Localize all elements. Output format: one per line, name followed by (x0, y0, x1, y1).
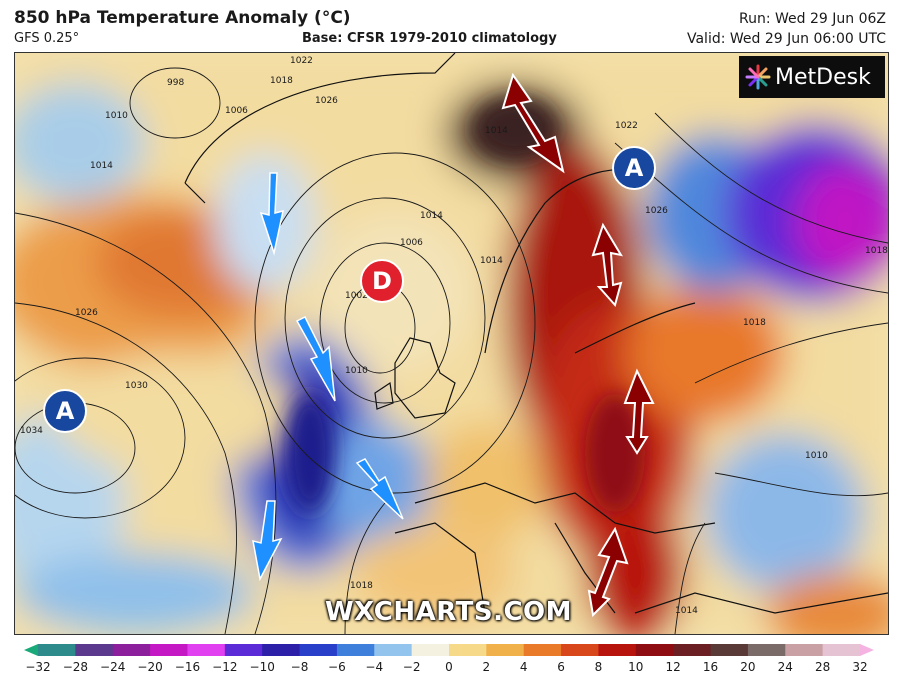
scale-tick-label: 0 (445, 660, 453, 674)
scale-swatch (187, 644, 226, 656)
cold-arrows (252, 172, 404, 582)
scale-swatch (449, 644, 487, 656)
scale-swatch (262, 644, 301, 656)
isobar-label: 1026 (645, 206, 668, 216)
isobar-label: 1018 (270, 76, 293, 86)
isobar-label: 1014 (675, 606, 698, 616)
low-pressure-marker: D (360, 259, 404, 303)
scale-tick-label: 6 (557, 660, 565, 674)
cold-arrow-icon (259, 172, 284, 256)
scale-swatch (747, 644, 786, 656)
warm-arrow-icon (591, 222, 624, 308)
scale-end-high (860, 644, 874, 656)
cold-arrow-icon (252, 500, 283, 582)
scale-swatch (785, 644, 824, 656)
warm-arrow-icon (587, 526, 629, 618)
isobar-label: 1018 (350, 581, 373, 591)
isobar-label: 1010 (345, 366, 368, 376)
isobar-label: 1022 (290, 56, 313, 66)
scale-swatch (336, 644, 375, 656)
scale-tick-label: 20 (740, 660, 756, 674)
scale-swatch (374, 644, 413, 656)
scale-swatch (411, 644, 450, 656)
watermark: WXCHARTS.COM (325, 597, 573, 627)
isobar-label: 1014 (480, 256, 503, 266)
scale-swatch (75, 644, 114, 656)
scale-tick-label: −12 (212, 660, 238, 674)
scale-swatch (598, 644, 637, 656)
run-time-label: Run: Wed 29 Jun 06Z (739, 11, 886, 27)
temperature-anomaly-map[interactable]: 998 1006 1018 1022 1026 1010 1014 1026 1… (14, 52, 889, 635)
warm-arrows (501, 72, 655, 618)
cold-arrow-icon (355, 458, 404, 520)
isobar-label: 1006 (400, 238, 423, 248)
isobar-label: 1010 (805, 451, 828, 461)
scale-tick-label: 12 (665, 660, 681, 674)
scale-tick-label: 10 (628, 660, 644, 674)
scale-tick-label: −6 (328, 660, 346, 674)
isobar-label: 1018 (743, 318, 766, 328)
isobar-label: 1022 (615, 121, 638, 131)
scale-swatch (635, 644, 674, 656)
scale-tick-label: −10 (249, 660, 275, 674)
isobar-label: 1018 (865, 246, 888, 256)
isobar-label: 1010 (105, 111, 128, 121)
scale-end-low (24, 644, 38, 656)
metdesk-logo: MetDesk (739, 56, 885, 98)
scale-swatch (486, 644, 525, 656)
scale-swatch (224, 644, 263, 656)
scale-swatch (38, 644, 76, 656)
scale-tick-label: 16 (702, 660, 719, 674)
scale-tick-label: −24 (100, 660, 126, 674)
scale-swatch (673, 644, 712, 656)
scale-tick-label: 32 (852, 660, 868, 674)
logo-text: MetDesk (775, 64, 871, 90)
high-pressure-marker: A (43, 389, 87, 433)
map-canvas: 998 1006 1018 1022 1026 1010 1014 1026 1… (15, 53, 888, 634)
isobar-label: 1014 (90, 161, 113, 171)
scale-tick-label: −32 (25, 660, 51, 674)
isobar-labels: 998 1006 1018 1022 1026 1010 1014 1026 1… (20, 56, 888, 616)
coastlines (184, 53, 888, 614)
isobar-label: 1030 (125, 381, 148, 391)
isobar-label: 1014 (420, 211, 443, 221)
scale-tick-label: 2 (482, 660, 491, 674)
scale-tick-label: 24 (777, 660, 793, 674)
scale-tick-label: 4 (519, 660, 528, 674)
scale-tick-label: −28 (62, 660, 89, 674)
isobar-label: 1014 (485, 126, 508, 136)
metdesk-burst-icon (745, 64, 771, 90)
climatology-base-label: Base: CFSR 1979-2010 climatology (302, 31, 557, 46)
isobar-label: 1026 (75, 308, 98, 318)
isobar-label: 1006 (225, 106, 248, 116)
scale-tick-label: 28 (814, 660, 831, 674)
scale-swatch (299, 644, 338, 656)
isobar-label: 1034 (20, 426, 43, 436)
isobar-label: 1002 (345, 291, 368, 301)
scale-tick-label: −8 (290, 660, 309, 674)
model-label: GFS 0.25° (14, 31, 80, 46)
warm-arrow-icon (501, 72, 565, 174)
anomaly-detail (285, 98, 645, 513)
scale-tick-label: −20 (137, 660, 163, 674)
scale-tick-label: 8 (594, 660, 603, 674)
scale-swatch (561, 644, 599, 656)
scale-tick-label: −2 (402, 660, 421, 674)
scale-swatch (523, 644, 562, 656)
isobar-label: 998 (167, 78, 184, 88)
scale-swatch (150, 644, 188, 656)
valid-time-label: Valid: Wed 29 Jun 06:00 UTC (686, 31, 886, 47)
warm-arrow-icon (623, 368, 655, 455)
scale-swatch (710, 644, 749, 656)
isobar-label: 1026 (315, 96, 338, 106)
map-title: 850 hPa Temperature Anomaly (°C) (14, 8, 351, 28)
scale-tick-label: −16 (174, 660, 201, 674)
color-scale-bar (24, 644, 874, 656)
scale-tick-label: −4 (365, 660, 384, 674)
scale-swatch (112, 644, 151, 656)
high-pressure-marker: A (612, 146, 656, 190)
cold-arrow-icon (295, 315, 336, 402)
anomaly-field (15, 53, 888, 634)
scale-swatch (822, 644, 861, 656)
